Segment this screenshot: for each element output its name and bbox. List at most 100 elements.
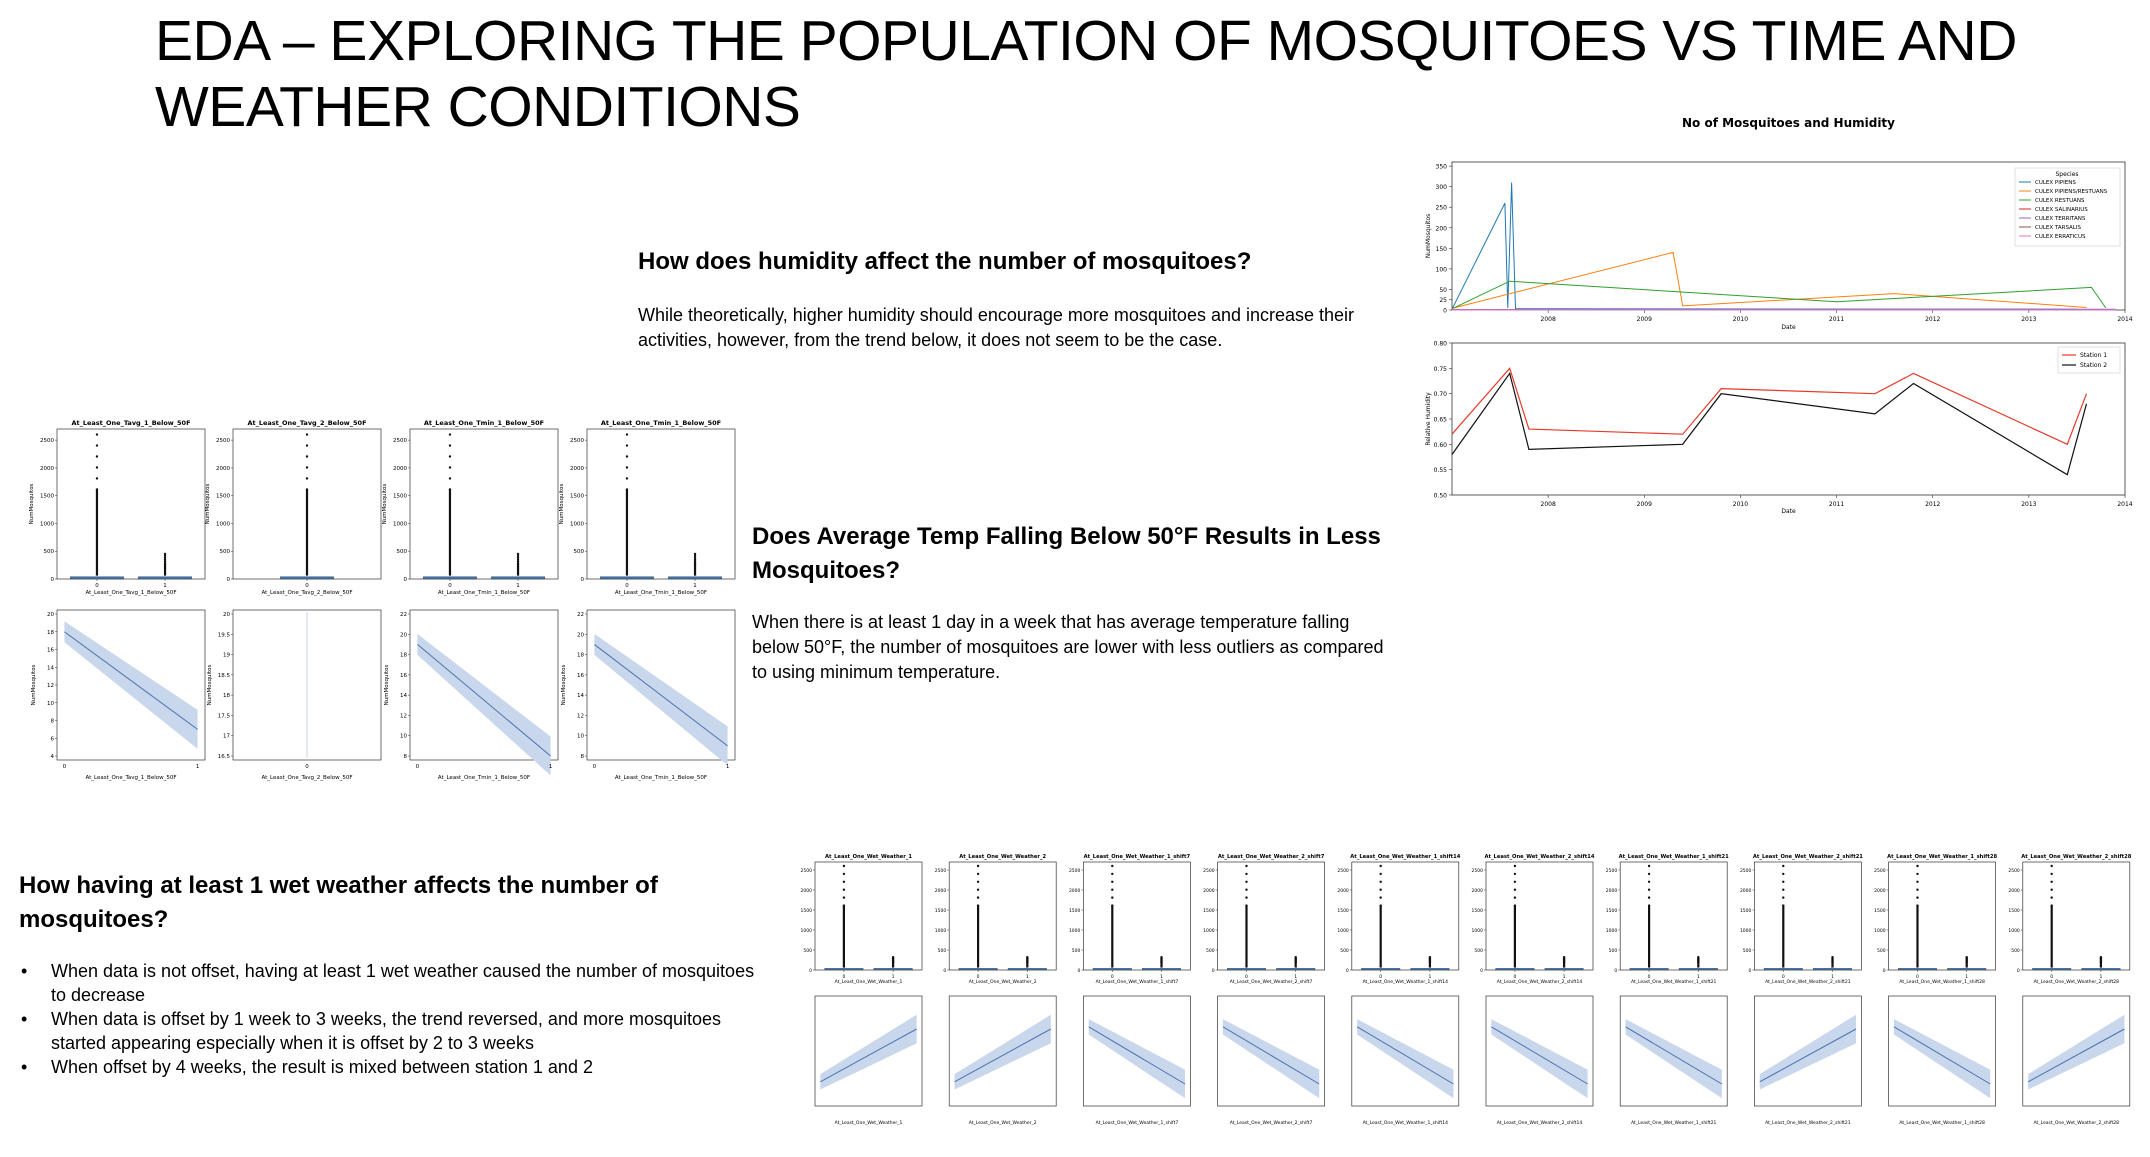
y-tick-label: 8 xyxy=(51,719,55,725)
x-tick-label: 0 xyxy=(1513,974,1516,980)
y-tick-label: 2500 xyxy=(40,438,54,444)
outlier-point xyxy=(163,562,167,565)
panel-title: At_Least_One_Wet_Weather_1_shift28 xyxy=(1887,854,1997,860)
box xyxy=(1142,968,1181,971)
box xyxy=(1947,968,1987,971)
confidence-band xyxy=(2028,1014,2125,1090)
y-tick-label: 10 xyxy=(47,701,54,707)
confidence-band xyxy=(954,1014,1051,1090)
outlier-point xyxy=(448,444,452,447)
x-tick-label: 1 xyxy=(1294,974,1297,980)
x-tick-label: 0 xyxy=(2050,974,2053,980)
outlier-point xyxy=(1965,956,1968,959)
y-tick-label: 500 xyxy=(1340,948,1349,954)
y-tick-label: 16 xyxy=(400,673,407,679)
y-axis-label: NumMosquitos xyxy=(561,664,567,705)
outlier-point xyxy=(163,558,167,561)
box xyxy=(1227,968,1266,971)
y-tick-label: 0 xyxy=(581,577,585,583)
outlier-point xyxy=(305,488,309,491)
y-tick-label: 1000 xyxy=(1606,928,1618,934)
y-tick-label: 12 xyxy=(47,683,54,689)
y-tick-label: 0.60 xyxy=(1434,442,1448,449)
outlier-point xyxy=(1026,956,1029,959)
y-tick-label: 8 xyxy=(404,754,408,760)
box xyxy=(1007,968,1047,971)
outlier-point xyxy=(1513,888,1517,891)
y-tick-label: 2500 xyxy=(570,438,584,444)
x-tick-label: 1 xyxy=(163,583,167,589)
outlier-point xyxy=(1782,896,1785,899)
y-tick-label: 8 xyxy=(581,754,585,760)
y-tick-label: 2500 xyxy=(1874,868,1886,874)
y-tick-label: 0 xyxy=(51,577,55,583)
y-tick-label: 16 xyxy=(577,673,584,679)
y-tick-label: 1500 xyxy=(935,908,947,914)
panel-frame xyxy=(232,609,382,761)
box xyxy=(668,576,722,580)
confidence-band xyxy=(1088,1019,1186,1099)
outlier-point xyxy=(448,466,452,469)
outlier-point xyxy=(305,455,309,458)
x-axis-label: At_Least_One_Wet_Weather_2_shift28 xyxy=(2034,1120,2120,1126)
y-tick-label: 500 xyxy=(803,948,812,954)
panel-frame xyxy=(1083,995,1191,1107)
panel-title: At_Least_One_Tavg_1_Below_50F xyxy=(71,419,190,427)
outlier-point xyxy=(842,872,846,876)
y-tick-label: 20 xyxy=(223,612,230,618)
x-axis-label: At_Least_One_Tavg_2_Below_50F xyxy=(261,590,352,596)
outlier-point xyxy=(842,904,846,907)
outlier-point xyxy=(1379,880,1382,884)
y-tick-label: 20 xyxy=(400,632,407,638)
legend-label: CULEX SALINARIUS xyxy=(2035,207,2088,213)
y-tick-label: 1000 xyxy=(2008,928,2020,934)
series-line xyxy=(1451,371,2088,476)
box xyxy=(2032,968,2072,971)
y-tick-label: 17 xyxy=(223,734,230,740)
humidity-chart: 0.50 0.55 0.60 0.65 0.70 0.75 0.80 2008 2009 2010… xyxy=(1425,341,2133,514)
x-axis-label: At_Least_One_Tavg_2_Below_50F xyxy=(261,775,352,781)
y-tick-label: 2000 xyxy=(1472,888,1484,894)
y-tick-label: 2500 xyxy=(801,868,813,874)
box xyxy=(1276,968,1316,971)
x-axis-label: At_Least_One_Wet_Weather_1_shift28 xyxy=(1899,979,1985,985)
y-tick-label: 12 xyxy=(577,713,584,719)
outlier-point xyxy=(2050,864,2053,868)
x-tick-label: 0 xyxy=(1245,974,1248,980)
y-tick-label: 4 xyxy=(51,754,55,760)
box xyxy=(1544,968,1584,971)
outlier-point xyxy=(1782,888,1785,891)
y-tick-label: 19.5 xyxy=(218,632,231,638)
outlier-point xyxy=(1916,904,1919,907)
box xyxy=(1678,968,1718,971)
y-tick-label: 2500 xyxy=(1069,868,1081,874)
x-tick-label: 1 xyxy=(693,583,697,589)
regression-line xyxy=(1625,1026,1723,1085)
outlier-point xyxy=(693,560,697,563)
outlier-point xyxy=(1782,864,1785,868)
outlier-point xyxy=(1697,956,1700,959)
x-tick-label: 1 xyxy=(549,764,553,770)
y-tick-label: 2500 xyxy=(935,868,947,874)
panel-frame xyxy=(1351,861,1460,971)
y-tick-label: 50 xyxy=(1439,287,1447,294)
y-axis-label: NumMosquitos xyxy=(384,664,390,705)
regression-line xyxy=(1759,1028,1857,1083)
outlier-point xyxy=(1245,880,1248,884)
y-tick-label: 16.5 xyxy=(218,754,231,760)
regression-line xyxy=(64,631,198,730)
outlier-point xyxy=(1428,956,1432,959)
x-axis-label: At_Least_One_Tmin_1_Below_50F xyxy=(615,775,707,781)
x-tick-label: 2011 xyxy=(1829,501,1844,508)
x-axis-label: At_Least_One_Wet_Weather_1_shift14 xyxy=(1363,979,1449,985)
outlier-point xyxy=(516,556,520,559)
y-tick-label: 500 xyxy=(938,948,947,954)
chart-title: No of Mosquitoes and Humidity xyxy=(1682,116,1895,130)
y-tick-label: 500 xyxy=(44,549,55,555)
outlier-point xyxy=(95,488,99,491)
panel-frame xyxy=(948,995,1057,1107)
outlier-point xyxy=(305,466,309,469)
outlier-point xyxy=(1647,872,1651,876)
regression-line xyxy=(820,1028,917,1083)
outlier-point xyxy=(1916,888,1919,891)
